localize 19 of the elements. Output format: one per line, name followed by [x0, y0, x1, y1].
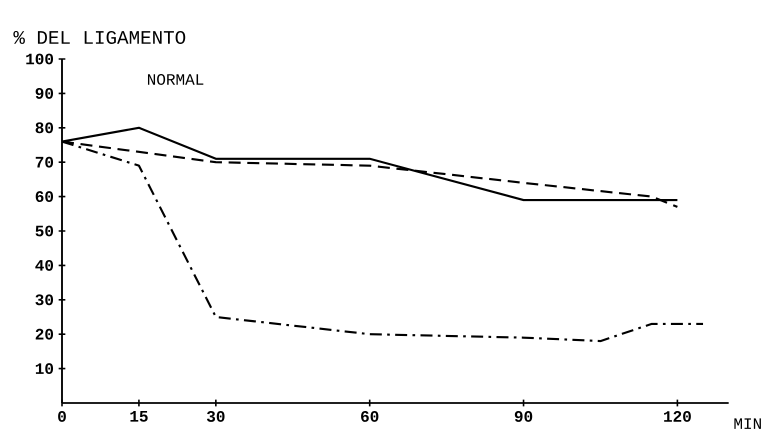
text: NORMAL	[148, 74, 204, 85]
y-tick-label: 70	[36, 156, 54, 168]
chart-title: % DEL LIGAMENTO	[13, 30, 186, 44]
x-axis-title: MIN	[734, 418, 761, 429]
y-tick-label: 40	[35, 260, 54, 271]
x-tick-label: 120	[664, 411, 691, 422]
x-tick-label: 90	[514, 411, 532, 422]
y-tick-label: 50	[36, 226, 54, 236]
y-tick-label: 80	[36, 122, 54, 134]
y-tick-label: 10	[36, 363, 54, 374]
y-tick-label: 60	[36, 191, 54, 202]
y-tick-label: 100	[26, 54, 54, 64]
y-tick-label: 20	[36, 328, 54, 340]
x-tick-label: 15	[130, 411, 148, 422]
x-tick-label: 60	[361, 411, 378, 422]
x-tick-label: 30	[206, 411, 225, 422]
x-tick-label: 0	[58, 411, 66, 422]
y-tick-label: 30	[35, 294, 54, 306]
y-tick-label: 90	[36, 88, 54, 99]
